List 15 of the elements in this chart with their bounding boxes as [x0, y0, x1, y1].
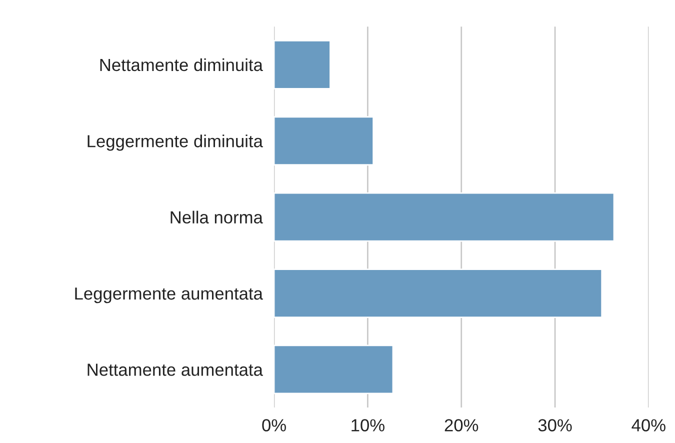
- y-tick-label: Nella norma: [170, 210, 263, 224]
- bar: [274, 192, 615, 242]
- y-tick-label: Nettamente diminuita: [100, 58, 263, 72]
- y-tick-label: Nettamente aumentata: [88, 364, 263, 376]
- bar: [274, 268, 603, 318]
- x-tick-label: 0%: [262, 419, 286, 432]
- x-tick-label: 40%: [632, 419, 666, 432]
- bar: [274, 344, 394, 394]
- y-tick-label: Leggermente diminuita: [88, 134, 263, 151]
- x-tick-label: 30%: [538, 419, 572, 432]
- x-tick-label: 10%: [352, 419, 384, 432]
- x-tick-label: 20%: [444, 419, 478, 432]
- y-tick-label: Leggermente aumentata: [75, 288, 263, 304]
- bar: [274, 40, 331, 90]
- bar: [274, 116, 374, 166]
